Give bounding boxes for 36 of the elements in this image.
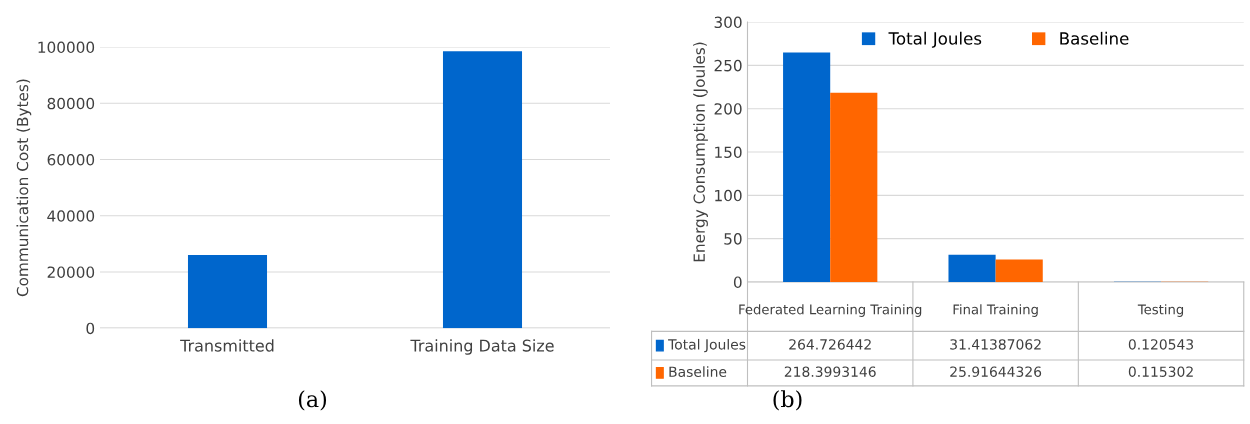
- y-tick-label: 150: [715, 146, 742, 159]
- bar: [783, 52, 831, 282]
- x-tick-label: Final Training: [953, 304, 1038, 317]
- legend-label: Total Joules: [888, 31, 982, 48]
- y-tick-label: 40000: [47, 210, 95, 222]
- y-tick-label: 50: [724, 233, 742, 245]
- y-tick-label: 0: [86, 322, 95, 335]
- data-label: 31.41387062: [950, 339, 1041, 350]
- text: (b): [773, 390, 802, 411]
- legend-label: Baseline: [1060, 31, 1129, 45]
- data-label: 25.91644326: [950, 366, 1042, 377]
- bar: [830, 92, 878, 282]
- text: Baseline: [669, 366, 727, 377]
- bar: [948, 254, 996, 282]
- y-tick-label: 60000: [47, 153, 95, 166]
- bar: [995, 259, 1043, 282]
- data-label: 0.120543: [1128, 339, 1194, 350]
- y-tick-label: 200: [714, 103, 742, 115]
- y-tick-label: 250: [714, 59, 742, 72]
- y-tick-label: 0: [733, 276, 742, 288]
- y-tick-label: 80000: [47, 97, 95, 110]
- text: Total Joules: [668, 338, 746, 353]
- y-tick-label: 20000: [47, 266, 95, 278]
- data-label: 218.3993146: [784, 366, 876, 377]
- text: (a): [298, 390, 327, 411]
- data-label: 264.726442: [789, 339, 871, 350]
- x-tick-label: Training Data Size: [410, 339, 554, 355]
- y-tick-label: 100000: [38, 41, 95, 54]
- y-axis-title: Communication Cost (Bytes): [16, 79, 32, 297]
- data-label: 0.115302: [1128, 366, 1193, 377]
- x-tick-label: Transmitted: [180, 339, 274, 352]
- y-tick-label: 300: [714, 16, 742, 29]
- y-axis-title: Energy Consumption (Joules): [693, 42, 708, 262]
- y-tick-label: 100: [715, 189, 742, 202]
- x-tick-label: Testing: [1137, 304, 1184, 317]
- x-tick-label: Federated Learning Training: [739, 304, 922, 317]
